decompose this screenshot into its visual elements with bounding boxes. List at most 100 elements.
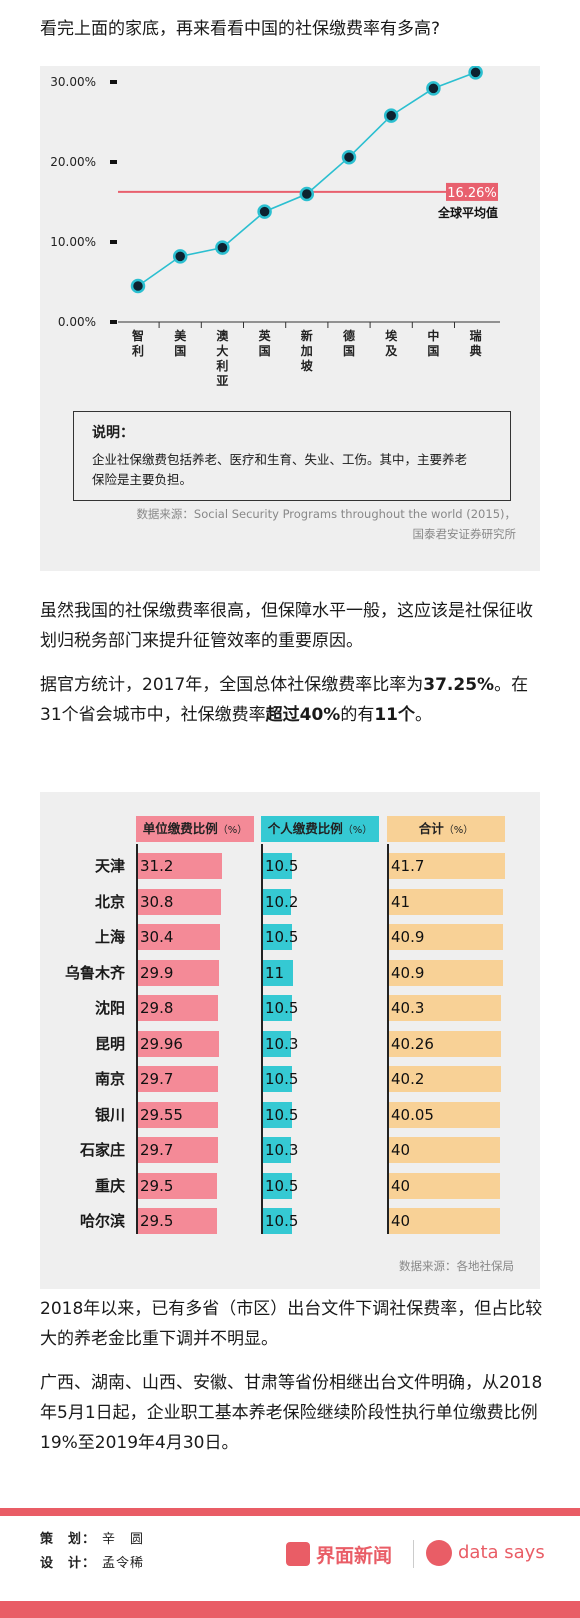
table-bar [263,959,293,986]
note-title: 说明： [92,425,134,441]
average-badge [446,182,498,201]
table-bar [389,959,503,986]
table-header-2: 合计（%） [387,816,505,842]
footer-top-stripe [0,1508,580,1516]
table-value: 30.8 [140,892,174,911]
table-bar [138,853,222,879]
table-bar [138,1030,219,1057]
paragraph-2-c: 。在31个省会城市中，社保缴费率 [40,675,529,725]
table-header-1: 个人缴费比例（%） [261,816,379,842]
data-point [383,108,399,123]
x-category-label: 德国 [343,328,355,358]
brand-name: 界面新闻 [316,1545,393,1567]
table-value: 29.5 [140,1212,174,1230]
table-bar [263,1208,292,1234]
table-value: 29.7 [140,1070,174,1088]
table-city-label: 北京 [94,892,125,911]
table-bar [138,924,220,950]
table-value: 40 [391,1212,411,1230]
brand-divider [413,1540,414,1568]
x-category-label: 英国 [259,328,272,358]
paragraph-2-d: 超过40% [265,705,341,725]
table-bar [389,1066,501,1092]
data-point [341,149,357,165]
data-point [172,249,188,264]
data-point [468,66,483,80]
table-value: 10.5 [265,1070,299,1088]
table-city-label: 乌鲁木齐 [64,963,125,982]
table-value: 40.3 [391,999,425,1017]
table-value: 40 [391,1141,411,1159]
table-bar [138,1101,218,1128]
x-category-label: 瑞典 [470,328,482,358]
paragraph-1: 虽然我国的社保缴费率很高，但保障水平一般，这应该是社保征收划归税务部门来提升征管… [40,601,533,651]
table-value: 40.26 [391,1034,434,1053]
x-category-label: 中国 [427,328,439,358]
table-value: 10.5 [265,1176,299,1195]
x-category-label: 美国 [174,328,187,358]
table-bar [389,1101,501,1128]
table-city-label: 银川 [94,1105,125,1124]
line-chart-panel: 0.00% 10.00% 20.00% 30.00% 智利 美国 澳大利亚 英国 新加坡 德国 埃及… [40,66,540,571]
table-value: 10.3 [265,1034,299,1053]
paragraph-2-f: 11个 [374,705,416,725]
x-category-label: 埃及 [385,328,398,358]
table-bar [389,853,505,879]
table-source: 数据来源：各地社保局 [399,1259,514,1273]
x-category-label: 澳大利亚 [216,328,229,388]
table-value: 29.5 [140,1176,174,1195]
planner-name: 辛 圆 [102,1532,145,1547]
table-value: 10.5 [265,1212,299,1230]
table-bar [138,1172,218,1199]
table-value: 41 [391,892,411,911]
data-says-name: data says [458,1542,545,1563]
source-line-2: 国泰君安证券研究所 [412,527,517,541]
table-city-label: 南京 [94,1070,125,1088]
y-tick-label: 10.00% [50,235,96,249]
table-value: 29.55 [140,1105,183,1124]
table-city-label: 重庆 [94,1176,125,1195]
table-value: 10.5 [265,857,299,875]
table-bar [263,853,292,879]
table-value: 29.7 [140,1141,174,1159]
table-city-label: 石家庄 [79,1141,125,1159]
y-tick-mark [110,320,117,324]
table-value: 40.9 [391,928,425,946]
series-line [137,71,476,287]
average-name: 全球平均值 [437,205,498,220]
table-value: 30.4 [140,928,174,946]
y-tick-label: 20.00% [50,155,96,169]
table-header-unit: （%） [443,825,474,836]
table-bar [263,995,292,1021]
table-bar [263,1137,292,1163]
table-bar [389,1030,501,1057]
table-bar [138,1066,218,1092]
table-bar [138,1208,218,1234]
table-bar [389,1172,501,1199]
x-category-label: 智利 [131,328,144,358]
designer-name: 孟令稀 [102,1556,145,1571]
note-box: 说明： 企业社保缴费包括养老、医疗和生育、失业、工伤。其中，主要养老保险是主要负… [73,411,511,501]
data-point [215,240,230,255]
designer-role: 设 计： [40,1556,97,1571]
table-header-label: 个人缴费比例 [267,821,343,836]
paragraph-4: 广西、湖南、山西、安徽、甘肃等省份相继出台文件明确，从2018年5月1日起，企业… [40,1373,543,1453]
table-bar [389,1137,501,1163]
table-value: 29.8 [140,999,174,1017]
rate-table-panel: 单位缴费比例（%） 个人缴费比例（%） 合计（%） 天津 31.2 10.5 41.7 北京 3… [40,792,540,1289]
table-value: 29.96 [140,1034,183,1053]
table-value: 11 [265,963,285,982]
table-value: 10.3 [265,1141,299,1159]
x-category-label: 新加坡 [300,328,314,373]
table-city-label: 上海 [94,928,125,946]
column-axis-line [136,844,138,1234]
data-point [257,204,272,219]
table-bar [263,924,292,950]
data-point [130,278,146,294]
column-axis-line [387,844,389,1234]
table-bar [389,995,502,1021]
table-header-unit: （%） [217,825,248,836]
data-point [426,81,441,96]
table-value: 29.9 [140,963,174,982]
table-value: 10.2 [265,892,299,911]
